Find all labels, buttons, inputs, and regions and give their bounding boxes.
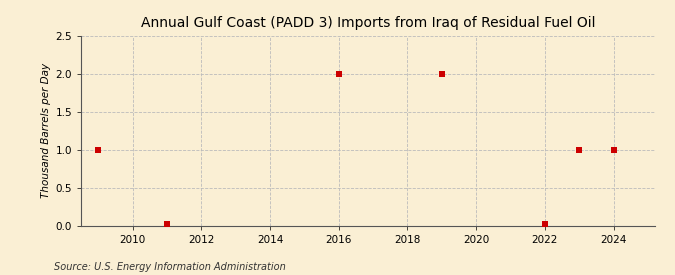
Point (161, 222, 172, 226)
Point (92, 147, 103, 152)
Point (539, 222, 550, 226)
Text: Source: U.S. Energy Information Administration: Source: U.S. Energy Information Administ… (54, 262, 286, 272)
Title: Annual Gulf Coast (PADD 3) Imports from Iraq of Residual Fuel Oil: Annual Gulf Coast (PADD 3) Imports from … (140, 16, 595, 31)
Point (608, 147, 619, 152)
Point (574, 147, 585, 152)
Y-axis label: Thousand Barrels per Day: Thousand Barrels per Day (41, 63, 51, 198)
Point (436, 72, 447, 76)
Point (333, 72, 344, 76)
